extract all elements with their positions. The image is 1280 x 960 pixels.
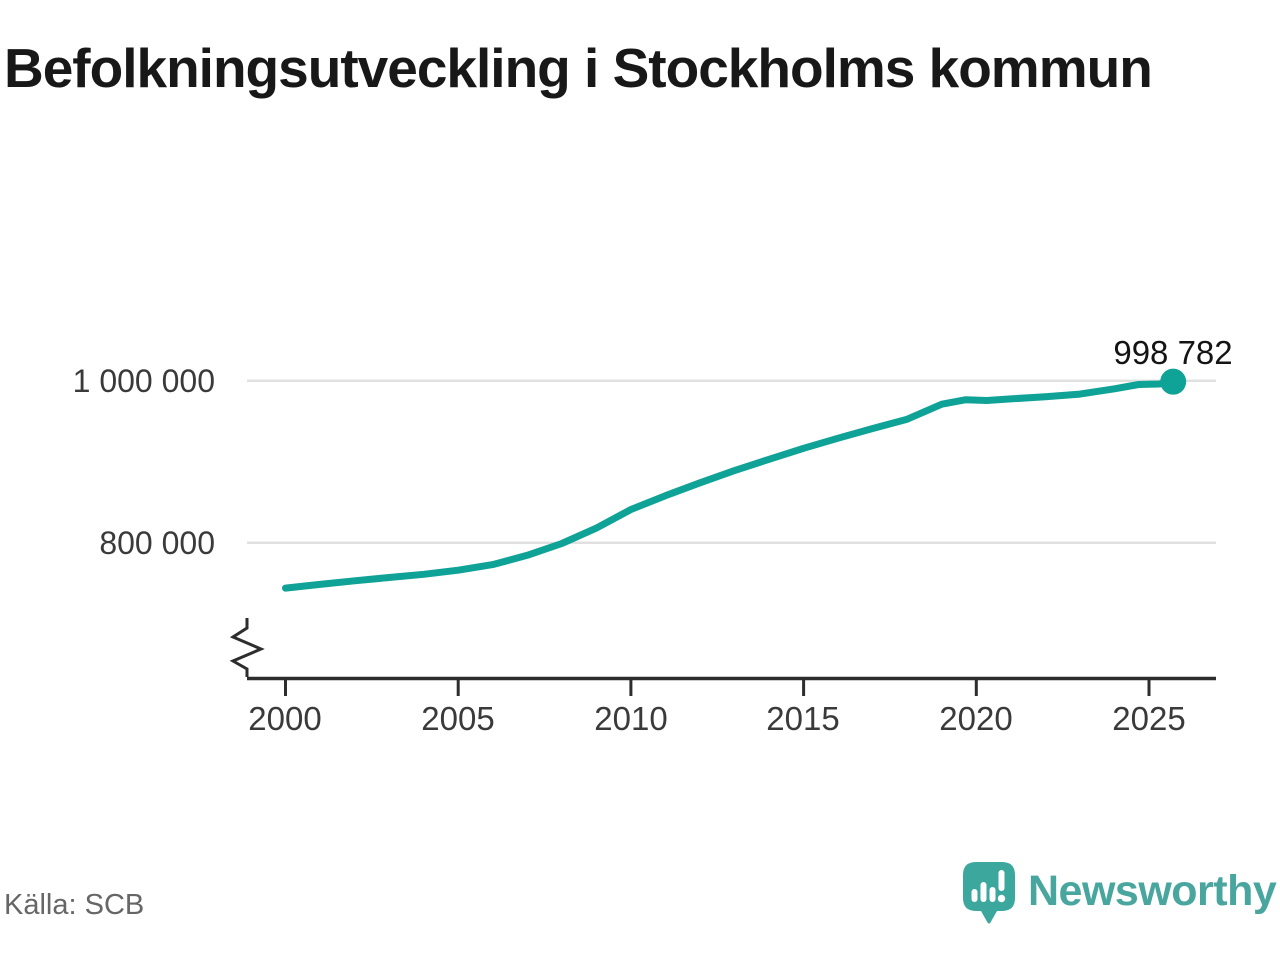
newsworthy-logo-icon	[963, 862, 1015, 924]
chart-title: Befolkningsutveckling i Stockholms kommu…	[4, 37, 1153, 99]
y-axis-break-icon	[229, 618, 265, 677]
source-note: Källa: SCB	[4, 889, 145, 921]
population-line	[282, 378, 1177, 592]
newsworthy-wordmark: Newsworthy	[1028, 867, 1277, 915]
y-tick-label-800000: 800 000	[99, 525, 215, 561]
x-tick-label-2025: 2025	[1112, 700, 1186, 737]
y-tick-label-1000000: 1 000 000	[72, 363, 215, 399]
x-tick-label-2020: 2020	[939, 700, 1013, 737]
newsworthy-logo: Newsworthy	[960, 858, 1280, 930]
end-point-marker	[1160, 368, 1187, 395]
end-point-value-label: 998 782	[1113, 334, 1233, 371]
x-tick-label-2015: 2015	[766, 700, 840, 737]
x-tick-label-2010: 2010	[594, 700, 668, 737]
x-tick-label-2005: 2005	[421, 700, 495, 737]
x-tick-label-2000: 2000	[248, 700, 322, 737]
